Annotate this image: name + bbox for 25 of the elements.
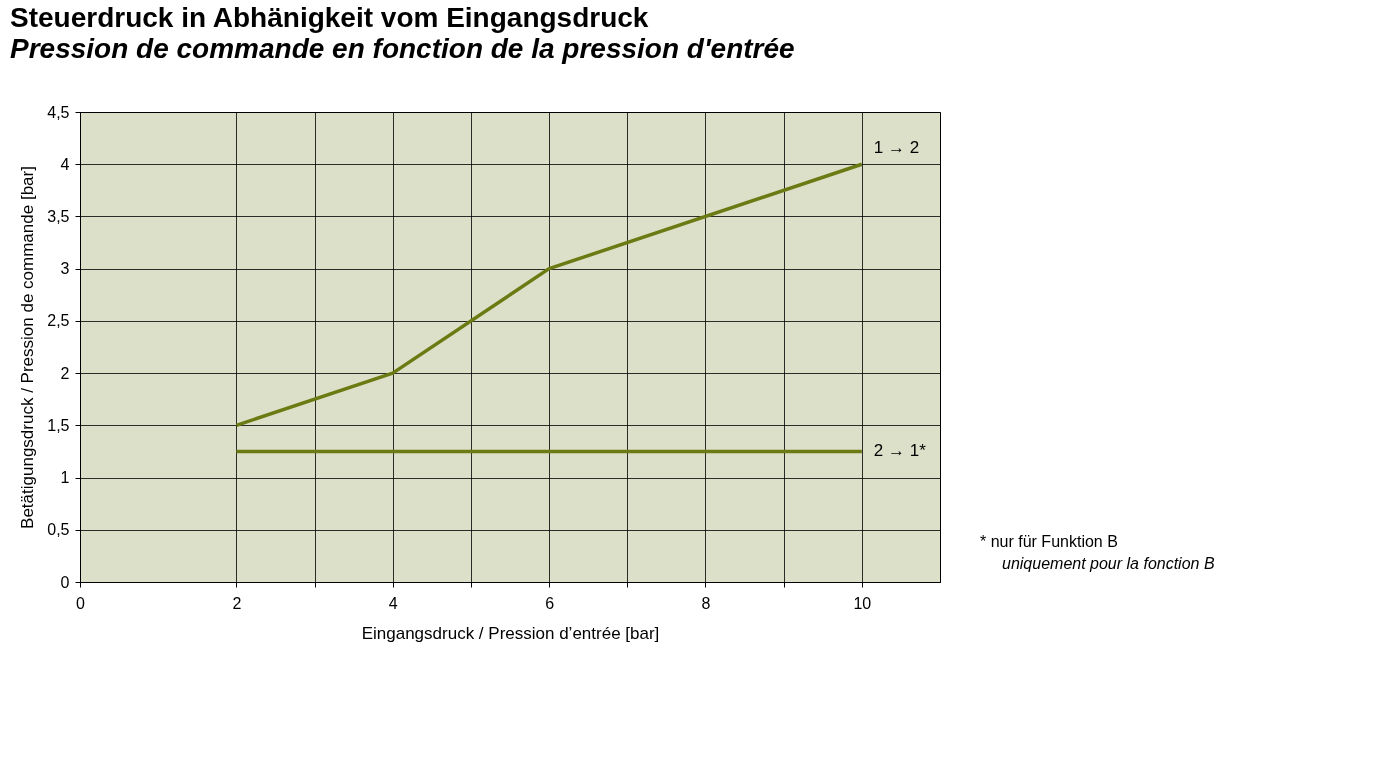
line-series [234,162,864,428]
x-tick-label: 6 [545,594,555,612]
series-label: 2 → 1* [873,441,927,461]
x-tick-label: 8 [701,594,711,612]
series-label: 1 → 2 [873,138,920,158]
y-tick-label: 3,5 [47,207,70,225]
y-tick-label: 3 [60,260,70,278]
y-tick-label: 2,5 [47,312,70,330]
y-tick-label: 1 [60,469,70,487]
chart-subtitle: Pression de commande en fonction de la pression d'entrée [10,33,795,64]
x-tick-label: 2 [232,594,242,612]
y-tick-label: 0,5 [47,521,70,539]
y-axis-title: Betätigungsdruck / Pression de commande [bar] [18,166,38,529]
x-tick-label: 0 [76,594,86,612]
x-axis-title: Eingangsdruck / Pression d’entrée [bar] [361,623,660,643]
y-tick-label: 4 [60,155,70,173]
x-tick-label: 4 [388,594,398,612]
y-tick-label: 0 [60,573,70,591]
text: uniquement pour la fonction B [1002,555,1215,572]
chart-title: Steuerdruck in Abhänigkeit vom Eingangsdruck [10,2,649,33]
y-tick-label: 4,5 [47,103,70,121]
x-tick-label: 10 [853,594,872,612]
y-tick-label: 1,5 [47,416,70,434]
text: * nur für Funktion B [980,533,1118,550]
y-tick-label: 2 [60,364,70,382]
